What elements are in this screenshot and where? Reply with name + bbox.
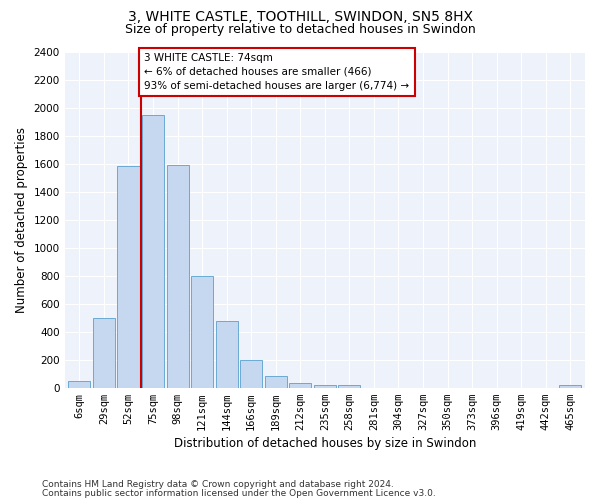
Text: Contains public sector information licensed under the Open Government Licence v3: Contains public sector information licen… bbox=[42, 488, 436, 498]
Bar bbox=[314, 385, 336, 388]
Bar bbox=[289, 384, 311, 388]
Bar bbox=[191, 276, 213, 388]
Bar bbox=[240, 360, 262, 388]
Bar bbox=[93, 318, 115, 388]
Bar bbox=[167, 165, 188, 388]
Text: 3 WHITE CASTLE: 74sqm
← 6% of detached houses are smaller (466)
93% of semi-deta: 3 WHITE CASTLE: 74sqm ← 6% of detached h… bbox=[145, 53, 410, 91]
Bar bbox=[265, 376, 287, 388]
Text: 3, WHITE CASTLE, TOOTHILL, SWINDON, SN5 8HX: 3, WHITE CASTLE, TOOTHILL, SWINDON, SN5 … bbox=[128, 10, 473, 24]
Y-axis label: Number of detached properties: Number of detached properties bbox=[15, 126, 28, 312]
Bar bbox=[338, 385, 361, 388]
Text: Size of property relative to detached houses in Swindon: Size of property relative to detached ho… bbox=[125, 22, 475, 36]
Bar bbox=[68, 380, 91, 388]
Text: Contains HM Land Registry data © Crown copyright and database right 2024.: Contains HM Land Registry data © Crown c… bbox=[42, 480, 394, 489]
Bar bbox=[215, 321, 238, 388]
Bar bbox=[142, 114, 164, 388]
Bar bbox=[118, 166, 140, 388]
X-axis label: Distribution of detached houses by size in Swindon: Distribution of detached houses by size … bbox=[173, 437, 476, 450]
Bar bbox=[559, 385, 581, 388]
